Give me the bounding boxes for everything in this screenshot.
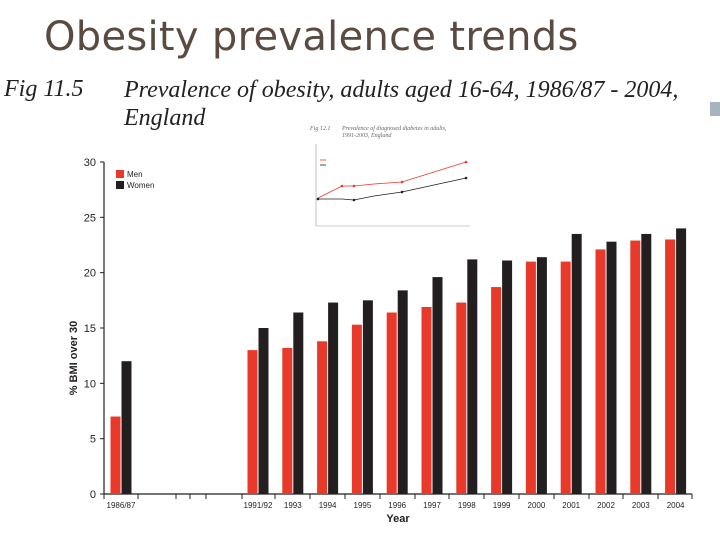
bar-women bbox=[606, 241, 617, 494]
bar-women bbox=[293, 312, 304, 494]
bar-women bbox=[328, 302, 339, 494]
bar-men bbox=[282, 347, 293, 494]
bar-men bbox=[525, 261, 536, 494]
bar-women bbox=[536, 257, 547, 494]
inset-label: Fig 12.1 bbox=[309, 126, 330, 132]
bar-women bbox=[432, 277, 443, 494]
bar-men bbox=[665, 239, 676, 494]
inset-point-dark bbox=[316, 197, 320, 201]
y-axis-title: % BMI over 30 bbox=[68, 321, 80, 396]
inset-line-dark bbox=[318, 177, 467, 201]
bar-men bbox=[456, 302, 467, 494]
inset-point-red bbox=[464, 160, 468, 164]
y-tick-label: 20 bbox=[84, 268, 96, 280]
x-tick-label: 1991/92 bbox=[244, 501, 273, 510]
bar-men bbox=[351, 324, 362, 494]
bar-men bbox=[560, 261, 571, 494]
y-tick-label: 30 bbox=[84, 157, 96, 169]
inset-title-line2: 1991-2003, England bbox=[342, 133, 392, 139]
bar-women bbox=[502, 260, 513, 494]
bar-men bbox=[386, 312, 397, 494]
x-tick-label: 2004 bbox=[667, 501, 685, 510]
figure-label: Fig 11.5 bbox=[4, 76, 84, 102]
inset-point-dark bbox=[464, 176, 468, 180]
bar-men bbox=[421, 306, 432, 494]
x-tick-label: 1995 bbox=[354, 501, 372, 510]
x-tick-label: 2003 bbox=[632, 501, 650, 510]
bar-men bbox=[630, 240, 641, 494]
x-tick-label: 1997 bbox=[423, 501, 441, 510]
x-tick-label: 1998 bbox=[458, 501, 476, 510]
inset-title-line1: Prevalence of diagnosed diabetes in adul… bbox=[341, 125, 447, 132]
slide-title: Obesity prevalence trends bbox=[44, 14, 579, 60]
inset-point-dark bbox=[352, 198, 356, 202]
x-axis-title: Year bbox=[386, 513, 410, 525]
edge-marker bbox=[710, 102, 720, 116]
legend-swatch-women bbox=[116, 181, 124, 189]
inset-diabetes-figure: Fig 12.1 Prevalence of diagnosed diabete… bbox=[302, 118, 480, 236]
bar-women bbox=[571, 233, 582, 494]
legend-label-men: Men bbox=[127, 170, 143, 179]
inset-point-dark bbox=[400, 190, 404, 194]
x-tick-label: 1986/87 bbox=[107, 501, 136, 510]
inset-background bbox=[302, 118, 480, 236]
x-tick-label: 1999 bbox=[493, 501, 511, 510]
bar-men bbox=[110, 416, 121, 494]
legend-swatch-men bbox=[116, 170, 124, 178]
bar-women bbox=[641, 233, 652, 494]
bar-women bbox=[467, 259, 478, 494]
x-tick-label: 1993 bbox=[284, 501, 302, 510]
x-tick-label: 2002 bbox=[597, 501, 615, 510]
x-tick-label: 1994 bbox=[319, 501, 337, 510]
bar-men bbox=[317, 341, 328, 494]
figure-caption: Prevalence of obesity, adults aged 16-64… bbox=[124, 76, 704, 132]
y-tick-label: 0 bbox=[90, 489, 96, 501]
inset-point-red bbox=[352, 184, 356, 188]
inset-point-red bbox=[340, 184, 344, 188]
y-tick-label: 15 bbox=[84, 323, 96, 335]
bar-women bbox=[258, 328, 269, 494]
bar-women bbox=[121, 361, 132, 494]
y-tick-label: 5 bbox=[90, 434, 96, 446]
inset-line-red bbox=[317, 161, 467, 199]
bar-women bbox=[397, 290, 408, 494]
legend-label-women: Women bbox=[127, 181, 154, 190]
y-tick-label: 10 bbox=[84, 378, 96, 390]
figure-caption-line2: England bbox=[124, 105, 206, 131]
x-tick-label: 2001 bbox=[562, 501, 580, 510]
y-tick-label: 25 bbox=[84, 212, 96, 224]
inset-point-red bbox=[400, 180, 404, 184]
x-tick-label: 2000 bbox=[528, 501, 546, 510]
bar-men bbox=[595, 249, 606, 494]
bar-women bbox=[676, 228, 687, 494]
bar-men bbox=[247, 350, 258, 494]
figure-caption-line1: Prevalence of obesity, adults aged 16-64… bbox=[124, 77, 679, 103]
bar-women bbox=[362, 300, 373, 494]
bar-men bbox=[491, 287, 502, 494]
x-tick-label: 1996 bbox=[388, 501, 406, 510]
